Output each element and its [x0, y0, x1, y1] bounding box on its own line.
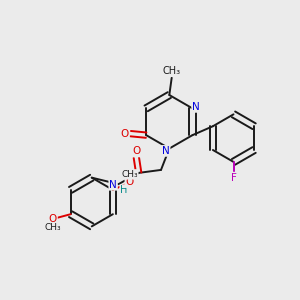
Text: F: F [231, 172, 236, 183]
Text: N: N [162, 146, 169, 156]
Text: H: H [120, 185, 128, 195]
Text: O: O [132, 146, 140, 157]
Text: CH₃: CH₃ [44, 223, 61, 232]
Text: O: O [49, 214, 57, 224]
Text: CH₃: CH₃ [163, 66, 181, 76]
Text: CH₃: CH₃ [121, 170, 138, 179]
Text: N: N [109, 180, 117, 190]
Text: O: O [121, 129, 129, 139]
Text: O: O [125, 177, 134, 187]
Text: N: N [192, 102, 200, 112]
